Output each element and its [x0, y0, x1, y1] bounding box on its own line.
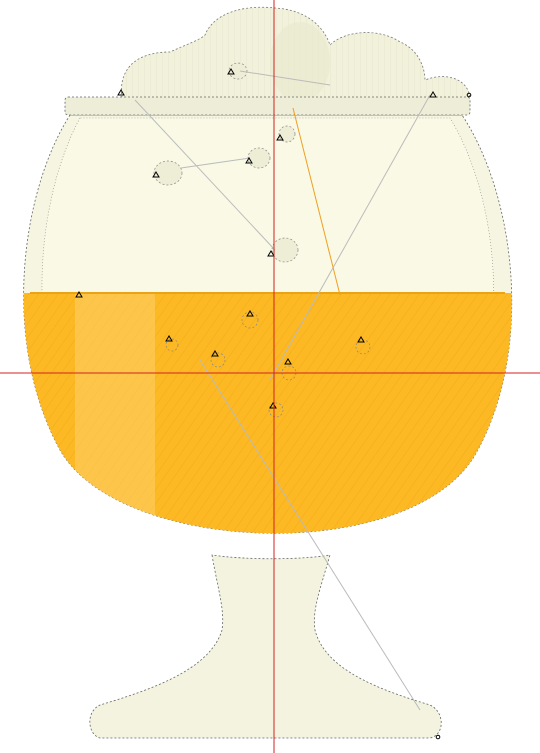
glass-rim	[65, 97, 470, 115]
foam	[121, 7, 470, 102]
glass-bowl	[0, 115, 540, 573]
page	[0, 0, 540, 753]
glass-stem	[90, 555, 441, 738]
canvas	[0, 0, 540, 753]
